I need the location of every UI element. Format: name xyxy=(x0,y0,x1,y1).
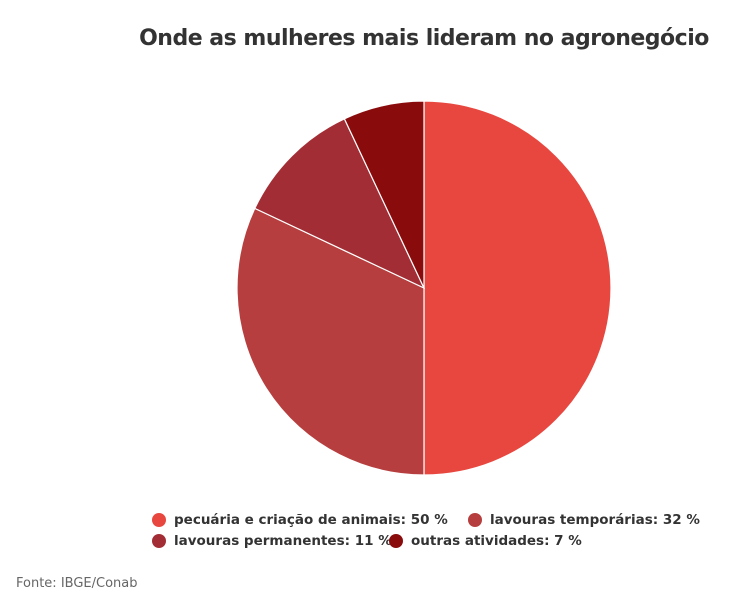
pie-slice-lavouras-permanentes[interactable] xyxy=(253,117,426,290)
legend-item-lavouras-temporarias[interactable]: lavouras temporárias: 32 % xyxy=(468,512,700,528)
legend-dot xyxy=(152,513,166,527)
legend-label: lavouras permanentes: 11 % xyxy=(174,533,392,549)
legend-label: lavouras temporárias: 32 % xyxy=(490,512,700,528)
chart-title: Onde as mulheres mais lideram no agroneg… xyxy=(139,26,709,51)
legend-item-pecuaria[interactable]: pecuária e criação de animais: 50 % xyxy=(152,512,448,528)
legend-label: outras atividades: 7 % xyxy=(411,533,582,549)
legend-item-outras-atividades[interactable]: outras atividades: 7 % xyxy=(389,533,582,549)
legend-label: pecuária e criação de animais: 50 % xyxy=(174,512,448,528)
legend-dot xyxy=(468,513,482,527)
source-note: Fonte: IBGE/Conab xyxy=(16,576,138,591)
pie-slice-lavouras-temporárias[interactable] xyxy=(236,207,425,476)
legend-dot xyxy=(152,534,166,548)
legend-item-lavouras-permanentes[interactable]: lavouras permanentes: 11 % xyxy=(152,533,392,549)
pie-slice-pecuária-e-criação-de-animais[interactable] xyxy=(423,100,612,476)
legend-dot xyxy=(389,534,403,548)
pie-slice-outras-atividades[interactable] xyxy=(343,100,425,289)
